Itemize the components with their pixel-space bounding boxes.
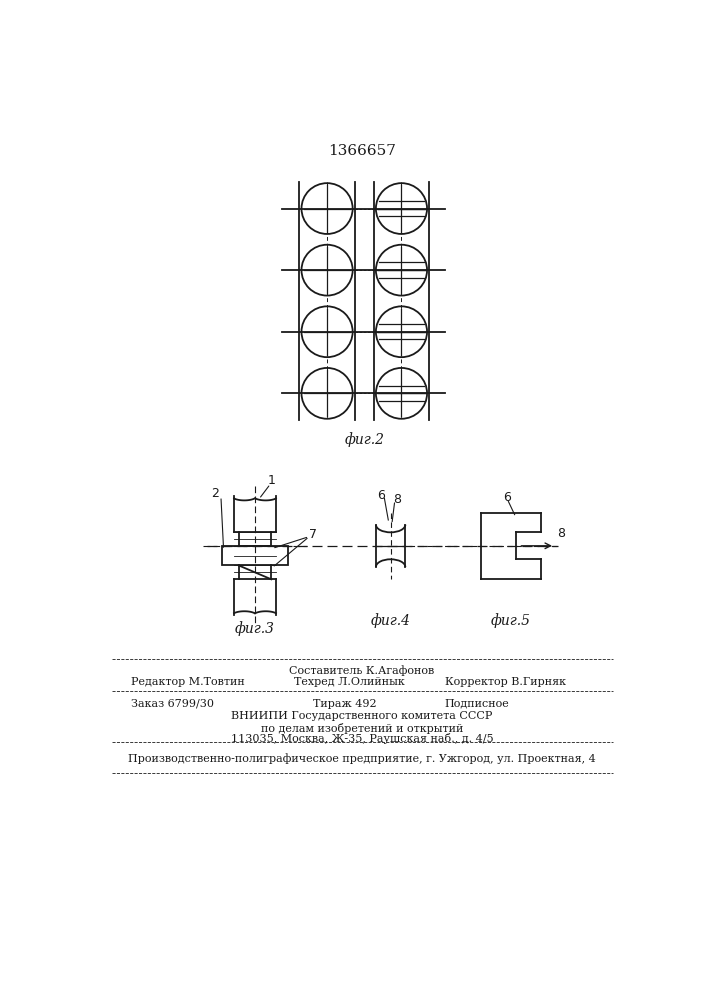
Text: Техред Л.Олийнык: Техред Л.Олийнык: [293, 677, 404, 687]
Text: 8: 8: [557, 527, 565, 540]
Text: 7: 7: [309, 528, 317, 541]
Text: фиг.3: фиг.3: [235, 621, 275, 636]
Text: 8: 8: [393, 493, 401, 506]
Text: Тираж 492: Тираж 492: [313, 699, 377, 709]
Text: Составитель К.Агафонов: Составитель К.Агафонов: [289, 665, 435, 676]
Text: фиг.4: фиг.4: [370, 613, 411, 628]
Text: 1366657: 1366657: [328, 144, 396, 158]
Bar: [222, 546, 288, 565]
Text: 2: 2: [211, 487, 218, 500]
Text: фиг.2: фиг.2: [344, 432, 385, 447]
Text: Подписное: Подписное: [445, 699, 510, 709]
Text: Редактор М.Товтин: Редактор М.Товтин: [131, 677, 245, 687]
Text: по делам изобретений и открытий: по делам изобретений и открытий: [261, 723, 463, 734]
Text: Заказ 6799/30: Заказ 6799/30: [131, 699, 214, 709]
Text: фиг.5: фиг.5: [491, 613, 531, 628]
Text: Корректор В.Гирняк: Корректор В.Гирняк: [445, 677, 566, 687]
Text: 113035, Москва, Ж-35, Раушская наб., д. 4/5: 113035, Москва, Ж-35, Раушская наб., д. …: [230, 733, 493, 744]
Text: 6: 6: [503, 491, 511, 504]
Text: 6: 6: [378, 489, 385, 502]
Text: 1: 1: [268, 474, 276, 487]
Text: Производственно-полиграфическое предприятие, г. Ужгород, ул. Проектная, 4: Производственно-полиграфическое предприя…: [128, 754, 596, 764]
Text: ВНИИПИ Государственного комитета СССР: ВНИИПИ Государственного комитета СССР: [231, 711, 493, 721]
